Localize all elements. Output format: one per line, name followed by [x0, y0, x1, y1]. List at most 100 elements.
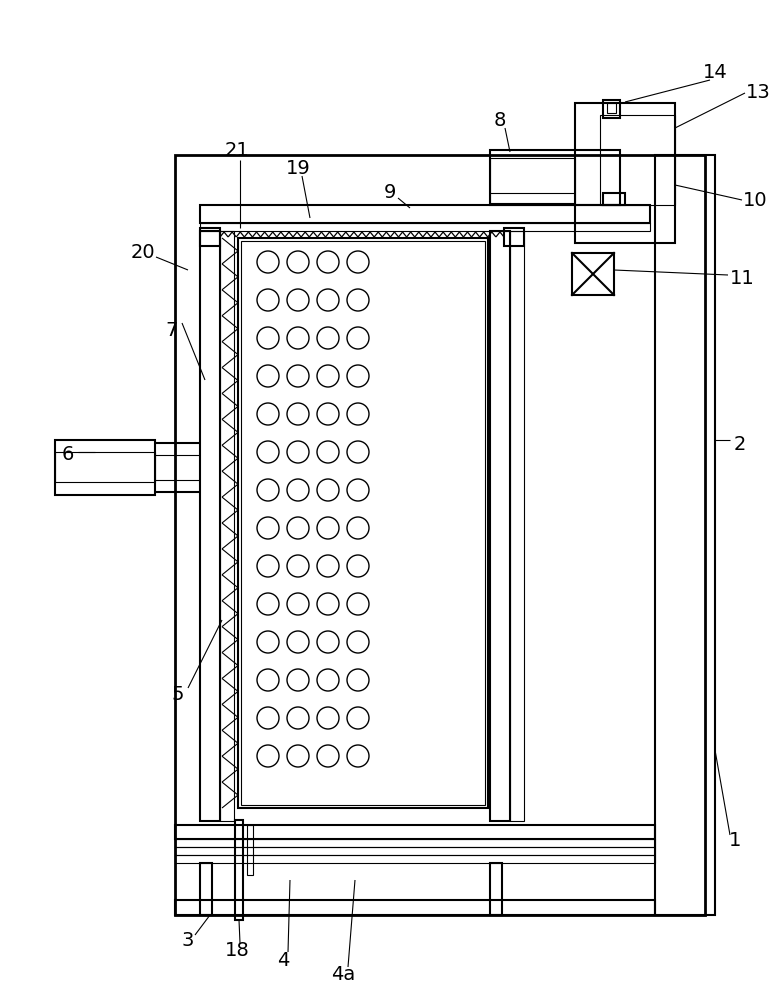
- Bar: [220, 231, 234, 821]
- Circle shape: [347, 441, 369, 463]
- Circle shape: [347, 593, 369, 615]
- Circle shape: [347, 251, 369, 273]
- Circle shape: [347, 669, 369, 691]
- Circle shape: [257, 441, 279, 463]
- Bar: [490, 158, 575, 203]
- Bar: [600, 115, 675, 205]
- Circle shape: [317, 517, 339, 539]
- Bar: [200, 205, 650, 223]
- Bar: [175, 155, 705, 915]
- Circle shape: [257, 631, 279, 653]
- Text: 8: 8: [494, 110, 506, 129]
- Text: 3: 3: [182, 930, 194, 950]
- Circle shape: [257, 289, 279, 311]
- Text: 13: 13: [745, 84, 770, 103]
- Text: 1: 1: [729, 830, 742, 850]
- Circle shape: [257, 593, 279, 615]
- Text: 18: 18: [225, 940, 249, 960]
- Bar: [655, 155, 715, 915]
- Circle shape: [317, 441, 339, 463]
- Circle shape: [287, 555, 309, 577]
- Circle shape: [317, 327, 339, 349]
- Circle shape: [317, 593, 339, 615]
- Circle shape: [317, 251, 339, 273]
- Bar: [490, 231, 510, 821]
- Bar: [200, 863, 212, 915]
- Circle shape: [317, 669, 339, 691]
- Circle shape: [257, 707, 279, 729]
- Bar: [490, 150, 620, 205]
- Circle shape: [347, 289, 369, 311]
- Bar: [200, 228, 220, 246]
- Circle shape: [347, 555, 369, 577]
- Circle shape: [347, 403, 369, 425]
- Circle shape: [287, 403, 309, 425]
- Text: 20: 20: [131, 242, 155, 261]
- Circle shape: [317, 365, 339, 387]
- Circle shape: [347, 745, 369, 767]
- Text: 4a: 4a: [331, 966, 355, 984]
- Text: 5: 5: [171, 686, 184, 704]
- Circle shape: [287, 707, 309, 729]
- Circle shape: [347, 707, 369, 729]
- Bar: [175, 900, 655, 915]
- Circle shape: [347, 479, 369, 501]
- Circle shape: [317, 289, 339, 311]
- Circle shape: [287, 745, 309, 767]
- Circle shape: [257, 745, 279, 767]
- Circle shape: [317, 707, 339, 729]
- Bar: [504, 228, 524, 246]
- Circle shape: [317, 555, 339, 577]
- Text: 11: 11: [730, 268, 754, 288]
- Bar: [572, 253, 614, 295]
- Bar: [238, 238, 488, 808]
- Circle shape: [287, 669, 309, 691]
- Bar: [55, 440, 155, 495]
- Text: 10: 10: [743, 190, 767, 210]
- Bar: [575, 103, 675, 243]
- Circle shape: [287, 251, 309, 273]
- Bar: [200, 223, 650, 231]
- Circle shape: [287, 593, 309, 615]
- Circle shape: [347, 631, 369, 653]
- Text: 9: 9: [384, 182, 396, 202]
- Text: 4: 4: [277, 950, 289, 970]
- Bar: [175, 839, 655, 847]
- Bar: [490, 863, 502, 915]
- Bar: [603, 100, 620, 118]
- Bar: [175, 855, 655, 863]
- Circle shape: [257, 327, 279, 349]
- Circle shape: [347, 327, 369, 349]
- Circle shape: [317, 631, 339, 653]
- Circle shape: [257, 555, 279, 577]
- Text: 21: 21: [225, 140, 249, 159]
- Bar: [55, 452, 155, 482]
- Circle shape: [287, 365, 309, 387]
- Circle shape: [257, 517, 279, 539]
- Circle shape: [287, 631, 309, 653]
- Bar: [607, 103, 616, 113]
- Bar: [603, 193, 625, 205]
- Text: 19: 19: [286, 158, 310, 178]
- Circle shape: [347, 517, 369, 539]
- Circle shape: [287, 441, 309, 463]
- Bar: [241, 241, 485, 805]
- Circle shape: [287, 517, 309, 539]
- Circle shape: [287, 479, 309, 501]
- Bar: [200, 231, 220, 821]
- Bar: [175, 825, 655, 839]
- Text: 6: 6: [62, 446, 74, 464]
- Circle shape: [287, 289, 309, 311]
- Circle shape: [347, 365, 369, 387]
- Circle shape: [317, 745, 339, 767]
- Circle shape: [257, 403, 279, 425]
- Text: 7: 7: [166, 320, 179, 340]
- Circle shape: [257, 669, 279, 691]
- Circle shape: [257, 251, 279, 273]
- Circle shape: [257, 479, 279, 501]
- Circle shape: [257, 365, 279, 387]
- Bar: [235, 820, 243, 920]
- Bar: [510, 231, 524, 821]
- Circle shape: [317, 479, 339, 501]
- Circle shape: [317, 403, 339, 425]
